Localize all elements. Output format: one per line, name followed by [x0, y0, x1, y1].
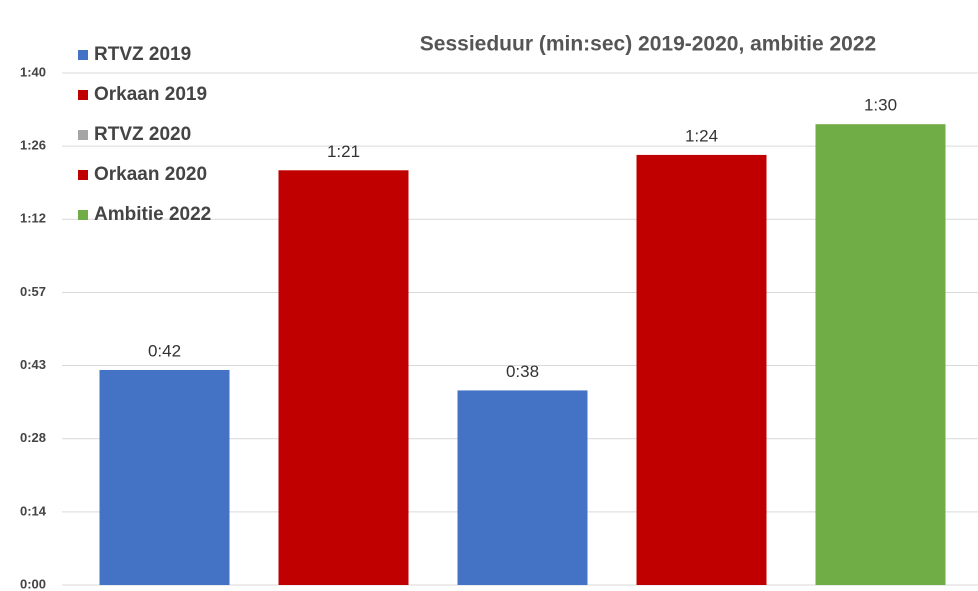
legend-label: RTVZ 2019 — [94, 44, 191, 65]
y-tick-label: 1:12 — [20, 211, 46, 226]
y-tick-label: 1:40 — [20, 64, 46, 79]
bar — [99, 369, 230, 585]
bar — [815, 124, 946, 585]
legend-swatch — [78, 90, 88, 100]
bar — [457, 390, 588, 585]
bar — [636, 154, 767, 586]
bar — [278, 170, 409, 585]
legend-label: Orkaan 2019 — [94, 84, 207, 105]
data-label: 0:38 — [506, 362, 539, 381]
data-label: 1:21 — [327, 142, 360, 161]
legend-label: Orkaan 2020 — [94, 164, 207, 185]
legend-swatch — [78, 170, 88, 180]
legend-swatch — [78, 210, 88, 220]
y-tick-label: 0:14 — [20, 503, 47, 518]
chart-title: Sessieduur (min:sec) 2019-2020, ambitie … — [420, 33, 876, 56]
y-tick-label: 0:57 — [20, 284, 46, 299]
y-tick-label: 0:43 — [20, 357, 46, 372]
y-tick-label: 1:26 — [20, 138, 46, 153]
y-tick-label: 0:00 — [20, 576, 46, 591]
data-label: 0:42 — [148, 341, 181, 360]
data-label: 1:30 — [864, 96, 897, 115]
legend-label: RTVZ 2020 — [94, 124, 191, 145]
legend-swatch — [78, 130, 88, 140]
legend-swatch — [78, 50, 88, 60]
data-label: 1:24 — [685, 126, 718, 145]
y-tick-label: 0:28 — [20, 430, 46, 445]
legend-label: Ambitie 2022 — [94, 204, 211, 225]
